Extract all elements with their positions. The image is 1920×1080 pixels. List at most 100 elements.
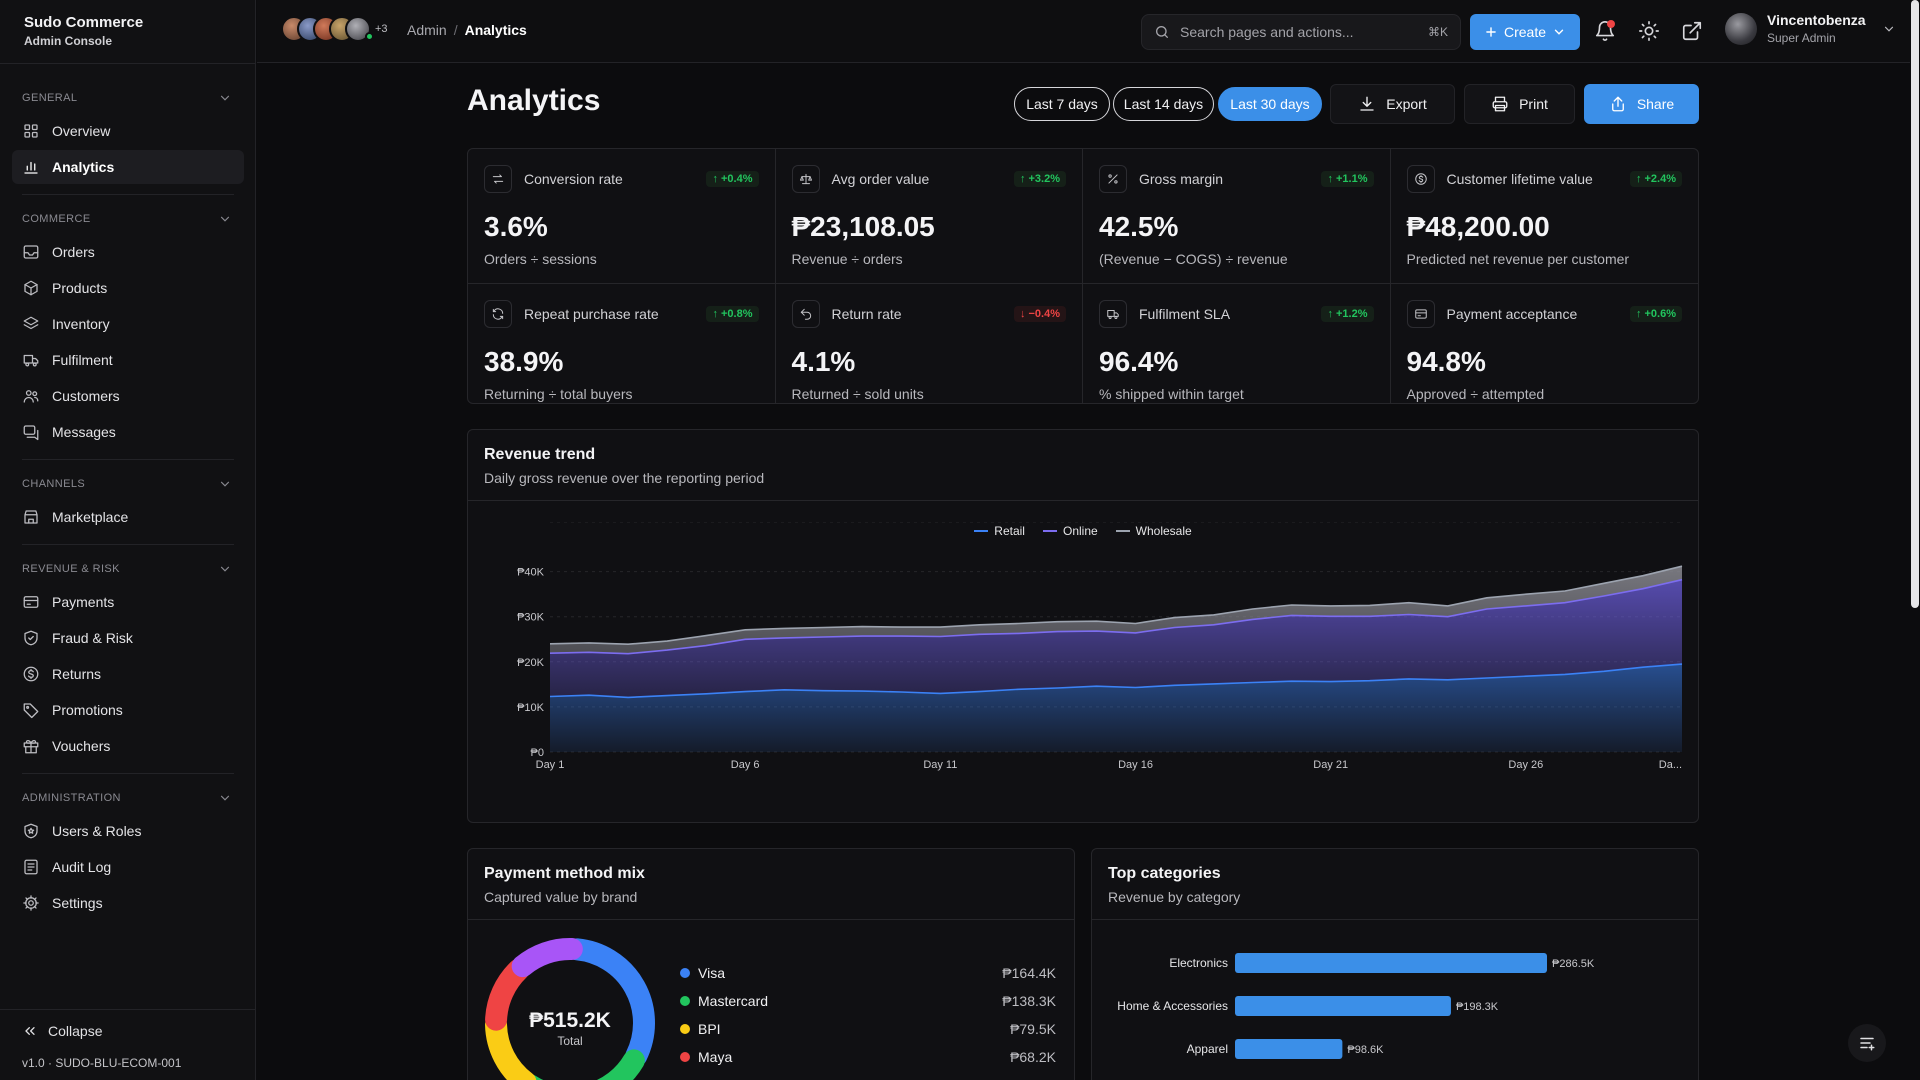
x-tick-label: Day 11 [923, 759, 957, 771]
revenue-area-chart: ₱0 ₱10K ₱20K ₱30K ₱40K Day 1 Day 6 Day 11 Day 16… [517, 522, 1683, 771]
donut-slice-maya[interactable] [485, 958, 530, 1031]
sidebar-item-customers[interactable]: Customers [12, 379, 244, 413]
chevron-down-icon [1884, 26, 1893, 32]
kpi-delta-value: +1.1% [1336, 173, 1368, 185]
sun-icon[interactable] [1638, 20, 1660, 42]
collaborator-avatars[interactable]: +3 [281, 16, 388, 42]
sidebar-item-settings[interactable]: Settings [12, 886, 244, 920]
legend-item-retail[interactable]: Retail [974, 524, 1025, 538]
percent-icon [1108, 174, 1118, 184]
payment-method-row-bpi[interactable]: BPI ₱79.5K [680, 1015, 1056, 1043]
kpi-label: Return rate [831, 306, 902, 322]
assistant-button[interactable] [1848, 1024, 1886, 1062]
donut-slice-bpi[interactable] [485, 1013, 537, 1080]
donut-slice-visa[interactable] [566, 938, 655, 1067]
kpi-header: Conversion rate ↑ +0.4% [484, 165, 759, 193]
share-icon [1611, 96, 1624, 112]
payment-method-row-visa[interactable]: Visa ₱164.4K [680, 959, 1056, 987]
sidebar-item-overview[interactable]: Overview [12, 114, 244, 148]
kpi-delta-badge: ↑ +1.1% [1321, 171, 1374, 187]
kpi-header: Fulfilment SLA ↑ +1.2% [1099, 300, 1374, 328]
sidebar-item-vouchers[interactable]: Vouchers [12, 729, 244, 763]
sidebar-section-revenue-and-risk[interactable]: REVENUE & RISK [12, 555, 244, 583]
line-online [549, 578, 1683, 655]
search-input[interactable]: Search pages and actions... ⌘K [1141, 14, 1461, 50]
kpi-header: Customer lifetime value ↑ +2.4% [1406, 165, 1682, 193]
notification-dot [1607, 20, 1615, 28]
kpi-value: 38.9% [484, 346, 564, 377]
sidebar-section-commerce[interactable]: COMMERCE [12, 205, 244, 233]
kpi-card-avg-order-value[interactable]: Avg order value ↑ +3.2% ₱23,108.05 Revenue … [775, 149, 1083, 284]
y-tick-label: ₱10K [517, 702, 545, 714]
sidebar-item-orders[interactable]: Orders [12, 235, 244, 269]
kpi-value: 42.5% [1099, 211, 1179, 242]
kpi-value: ₱23,108.05 [791, 211, 935, 242]
brand[interactable]: Sudo Commerce Admin Console [24, 14, 143, 48]
sidebar-item-label: Audit Log [52, 859, 112, 875]
category-bar-home-and-accessories[interactable] [1235, 996, 1451, 1016]
share-button[interactable]: Share [1584, 84, 1699, 124]
export-button[interactable]: Export [1330, 84, 1455, 124]
sidebar-item-fraud-and-risk[interactable]: Fraud & Risk [12, 621, 244, 655]
kpi-header: Avg order value ↑ +3.2% [791, 165, 1066, 193]
category-bar-apparel[interactable] [1235, 1039, 1343, 1059]
sidebar-item-returns[interactable]: Returns [12, 657, 244, 691]
kpi-card-gross-margin[interactable]: Gross margin ↑ +1.1% 42.5% (Revenue − COGS)… [1083, 149, 1391, 284]
sidebar-item-products[interactable]: Products [12, 271, 244, 305]
sidebar-item-inventory[interactable]: Inventory [12, 307, 244, 341]
category-value-label: ₱286.5K [1552, 958, 1595, 970]
payment-method-row-maya[interactable]: Maya ₱68.2K [680, 1043, 1056, 1071]
card-header: Payment method mix Captured value by bra… [468, 849, 1074, 920]
kpi-delta-value: −0.4% [1028, 308, 1061, 320]
sidebar-section-channels[interactable]: CHANNELS [12, 470, 244, 498]
sidebar-item-users-and-roles[interactable]: Users & Roles [12, 814, 244, 848]
legend-label: Wholesale [1135, 524, 1192, 538]
sidebar-section-general[interactable]: GENERAL [12, 84, 244, 112]
external-link-icon[interactable] [1681, 20, 1703, 42]
legend-item-wholesale[interactable]: Wholesale [1115, 524, 1192, 538]
collapse-label: Collapse [48, 1023, 103, 1039]
sidebar-item-fulfilment[interactable]: Fulfilment [12, 343, 244, 377]
kpi-card-conversion-rate[interactable]: Conversion rate ↑ +0.4% 3.6% Orders ÷ sessi… [468, 149, 776, 284]
category-bar-electronics[interactable] [1235, 953, 1547, 973]
kpi-card-payment-acceptance[interactable]: Payment acceptance ↑ +0.6% 94.8% Approved ÷… [1391, 284, 1699, 403]
kpi-label: Avg order value [831, 171, 930, 187]
kpi-header: Repeat purchase rate ↑ +0.8% [484, 300, 759, 328]
payment-method-row-gcash[interactable]: GCash₱64.7K [680, 1071, 1056, 1080]
collapse-button[interactable]: Collapse [22, 1023, 102, 1039]
payment-method-name: GCash [698, 1077, 1010, 1080]
sidebar-section-administration[interactable]: ADMINISTRATION [12, 784, 244, 812]
sidebar-item-messages[interactable]: Messages [12, 415, 244, 449]
create-button[interactable]: Create [1470, 14, 1580, 50]
scale-icon [799, 173, 812, 185]
gear-icon [23, 895, 39, 911]
bell-icon[interactable] [1594, 20, 1616, 42]
sidebar-item-promotions[interactable]: Promotions [12, 693, 244, 727]
kpi-card-customer-lifetime-value[interactable]: Customer lifetime value ↑ +2.4% ₱48,200.00… [1390, 149, 1698, 284]
box-icon [24, 280, 38, 296]
sidebar-item-audit-log[interactable]: Audit Log [12, 850, 244, 884]
breadcrumb-root[interactable]: Admin [407, 22, 447, 38]
donut-slice-mastercard[interactable] [520, 1049, 645, 1080]
donut-total-value: ₱515.2K [529, 1009, 611, 1032]
kpi-card-fulfilment-sla[interactable]: Fulfilment SLA ↑ +1.2% 96.4% % shipped with… [1083, 284, 1391, 403]
range-last-30-days[interactable]: Last 30 days [1218, 87, 1322, 121]
payment-method-row-mastercard[interactable]: Mastercard ₱138.3K [680, 987, 1056, 1015]
kpi-description: (Revenue − COGS) ÷ revenue [1099, 251, 1288, 267]
sidebar-item-analytics[interactable]: Analytics [12, 150, 244, 184]
kpi-card-repeat-purchase-rate[interactable]: Repeat purchase rate ↑ +0.8% 38.9% Returnin… [468, 284, 776, 403]
kpi-card-return-rate[interactable]: Return rate ↓ −0.4% 4.1% Returned ÷ sold un… [776, 284, 1083, 403]
sidebar-item-payments[interactable]: Payments [12, 585, 244, 619]
user-menu[interactable]: Vincentobenza Super Admin [1725, 12, 1896, 45]
scrollbar-thumb[interactable] [1911, 0, 1919, 608]
kpi-icon-frame [791, 165, 820, 193]
sidebar-item-marketplace[interactable]: Marketplace [12, 500, 244, 534]
sidebar-item-label: Overview [52, 123, 111, 139]
print-button[interactable]: Print [1464, 84, 1575, 124]
user-avatar [1725, 12, 1757, 45]
range-last-7-days[interactable]: Last 7 days [1014, 87, 1110, 121]
kpi-delta-badge: ↑ +3.2% [1013, 171, 1066, 187]
donut-slice-gcash[interactable] [511, 938, 583, 978]
legend-item-online[interactable]: Online [1042, 524, 1098, 538]
range-last-14-days[interactable]: Last 14 days [1113, 87, 1214, 121]
